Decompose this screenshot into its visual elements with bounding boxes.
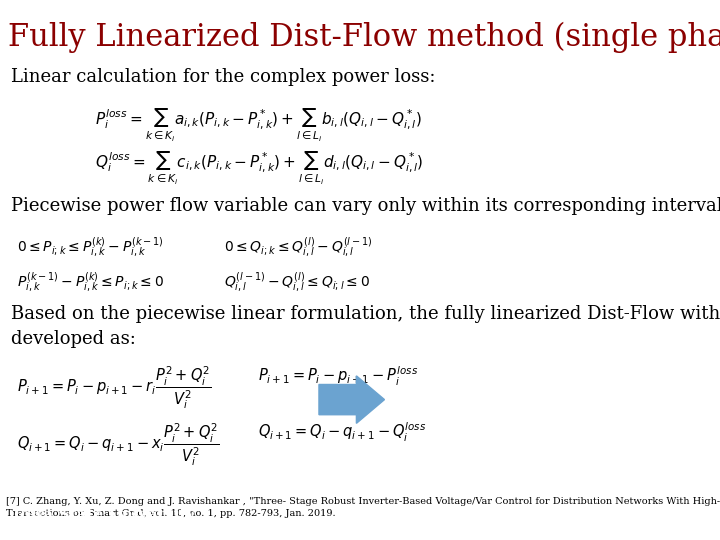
Text: $Q_{i+1} = Q_i - q_{i+1} - Q_i^{loss}$: $Q_{i+1} = Q_i - q_{i+1} - Q_i^{loss}$	[258, 421, 427, 444]
Text: $P_{i,k}^{(k-1)} - P_{i,k}^{(k)} \leq P_{i;k} \leq 0$: $P_{i,k}^{(k-1)} - P_{i,k}^{(k)} \leq P_…	[17, 270, 164, 294]
Text: Iowa State University: Iowa State University	[13, 508, 195, 522]
Text: $P_{i+1} = P_i - p_{i+1} - r_i \dfrac{P_i^2 + Q_i^2}{V_i^2}$: $P_{i+1} = P_i - p_{i+1} - r_i \dfrac{P_…	[17, 364, 212, 411]
Text: $0 \leq Q_{i;k} \leq Q_{i,l}^{(l)} - Q_{i,l}^{(l-1)}$: $0 \leq Q_{i;k} \leq Q_{i,l}^{(l)} - Q_{…	[224, 235, 373, 259]
Text: Fully Linearized Dist-Flow method (single phase): Fully Linearized Dist-Flow method (singl…	[8, 22, 720, 53]
Text: Piecewise power flow variable can vary only within its corresponding interval:: Piecewise power flow variable can vary o…	[11, 197, 720, 215]
Text: $P_{i+1} = P_i - p_{i+1} - P_i^{loss}$: $P_{i+1} = P_i - p_{i+1} - P_i^{loss}$	[258, 364, 419, 388]
Text: $P_i^{loss} = \sum_{k \in K_i} a_{i,k}(P_{i,k} - P_{i,k}^*) + \sum_{l \in L_i} b: $P_i^{loss} = \sum_{k \in K_i} a_{i,k}(P…	[95, 108, 421, 144]
Text: $Q_{i+1} = Q_i - q_{i+1} - x_i \dfrac{P_i^2 + Q_i^2}{V_i^2}$: $Q_{i+1} = Q_i - q_{i+1} - x_i \dfrac{P_…	[17, 421, 220, 468]
FancyArrow shape	[319, 376, 384, 423]
Text: $0 \leq P_{i;k} \leq P_{i,k}^{(k)} - P_{i,k}^{(k-1)}$: $0 \leq P_{i;k} \leq P_{i,k}^{(k)} - P_{…	[17, 235, 164, 259]
Text: Based on the piecewise linear formulation, the fully linearized Dist-Flow with p: Based on the piecewise linear formulatio…	[11, 305, 720, 348]
Text: $Q_{i,l}^{(l-1)} - Q_{i,l}^{(l)} \leq Q_{i;l} \leq 0$: $Q_{i,l}^{(l-1)} - Q_{i,l}^{(l)} \leq Q_…	[224, 270, 370, 294]
Text: Linear calculation for the complex power loss:: Linear calculation for the complex power…	[11, 68, 436, 85]
Text: $Q_i^{loss} = \sum_{k \in K_i} c_{i,k}(P_{i,k} - P_{i,k}^*) + \sum_{l \in L_i} d: $Q_i^{loss} = \sum_{k \in K_i} c_{i,k}(P…	[95, 151, 423, 187]
Text: [7] C. Zhang, Y. Xu, Z. Dong and J. Ravishankar , "Three- Stage Robust Inverter-: [7] C. Zhang, Y. Xu, Z. Dong and J. Ravi…	[6, 497, 720, 518]
